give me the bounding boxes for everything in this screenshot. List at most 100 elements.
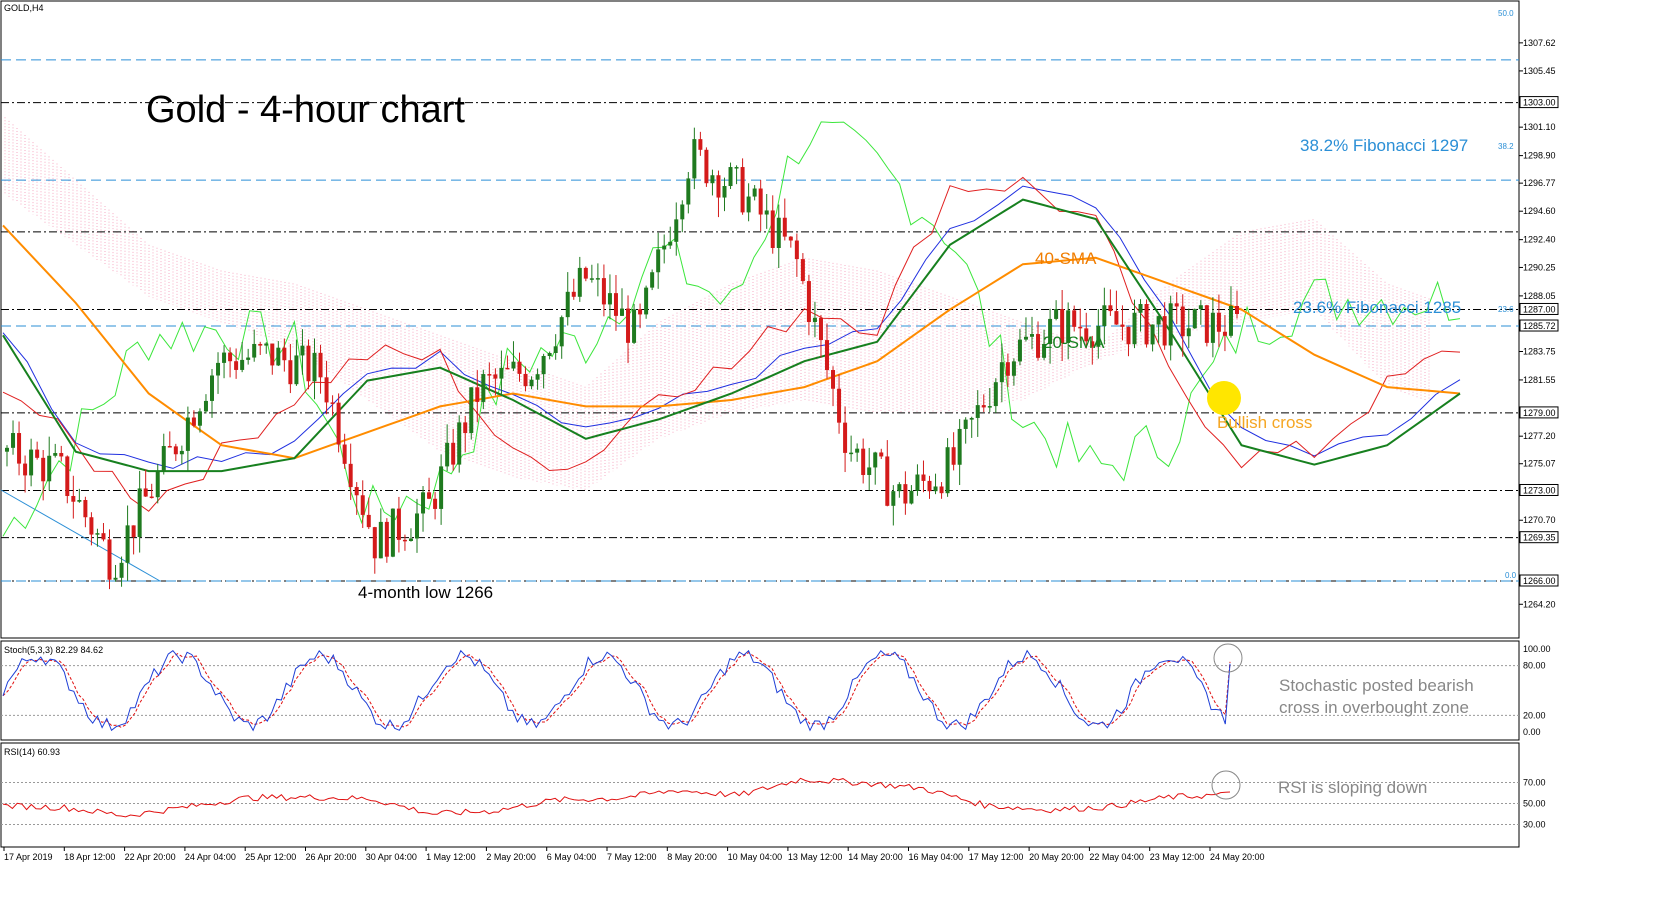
candle-body [348, 463, 353, 488]
candle-body [668, 241, 673, 246]
candle-body [806, 281, 811, 323]
price-tick-label: 1275.07 [1523, 459, 1556, 469]
candle-body [939, 486, 944, 494]
price-label-box [1519, 406, 1559, 419]
candle-body [1042, 343, 1047, 358]
candle-body [1072, 310, 1077, 327]
price-tick-label: 1279.00 [1523, 408, 1556, 418]
candle-body [270, 343, 275, 366]
candle-body [692, 139, 697, 179]
price-tick-label: 1287.00 [1523, 304, 1556, 314]
price-tick-label: 1281.55 [1523, 375, 1556, 385]
candle-body [1216, 312, 1221, 332]
candle-body [704, 149, 709, 184]
candle-body [294, 355, 299, 385]
candle-body [101, 533, 106, 540]
candle-body [372, 527, 377, 559]
time-tick-label: 18 Apr 12:00 [64, 852, 115, 862]
price-tick-label: 1307.62 [1523, 38, 1556, 48]
candle-body [137, 488, 142, 538]
candle-body [451, 442, 456, 465]
candle-body [1120, 324, 1125, 327]
candle-body [246, 357, 251, 360]
candle-body [710, 175, 715, 184]
candle-body [993, 382, 998, 407]
candle-body [903, 484, 908, 504]
time-axis: 17 Apr 2019 18 Apr 12:00 22 Apr 20:00 24 Ap… [3, 847, 1265, 862]
candle-body [987, 406, 992, 408]
price-tick-label: 1283.75 [1523, 346, 1556, 356]
candle-body [354, 487, 359, 496]
time-tick-label: 17 Apr 2019 [4, 852, 53, 862]
candle-body [336, 402, 341, 445]
candle-body [963, 419, 968, 429]
candle-body [547, 352, 552, 356]
horizontal-levels [0, 59, 1519, 582]
candle-body [1235, 305, 1239, 315]
candle-body [53, 453, 58, 456]
candle-body [83, 499, 88, 518]
time-tick-label: 8 May 20:00 [667, 852, 717, 862]
candle-body [565, 291, 570, 318]
candle-body [945, 447, 950, 494]
candle-body [155, 471, 160, 498]
candle-body [927, 480, 932, 492]
candle-body [1144, 304, 1149, 345]
candle-body [1186, 328, 1191, 337]
candle-body [662, 245, 667, 250]
time-tick-label: 10 May 04:00 [728, 852, 783, 862]
candle-body [613, 293, 618, 316]
candle-body [656, 249, 661, 273]
stoch-note-line1: Stochastic posted bearish [1279, 676, 1474, 695]
time-tick-label: 22 May 04:00 [1089, 852, 1144, 862]
bullish-cross-marker [1207, 381, 1241, 415]
candle-body [915, 474, 920, 491]
price-tick-label: 1296.77 [1523, 178, 1556, 188]
time-tick-label: 30 Apr 04:00 [366, 852, 417, 862]
candle-body [1023, 336, 1028, 340]
candle-body [933, 486, 938, 492]
candle-body [529, 379, 534, 387]
candle-body [408, 538, 413, 542]
candle-body [1228, 305, 1233, 336]
price-label-box [1519, 483, 1559, 496]
candle-body [776, 217, 781, 248]
time-tick-label: 14 May 20:00 [848, 852, 903, 862]
candle-body [179, 450, 184, 455]
candle-body [342, 444, 347, 464]
candle-body [1005, 362, 1010, 376]
candle-body [1011, 361, 1016, 376]
candle-body [843, 422, 848, 453]
candle-body [511, 361, 516, 369]
candle-body [95, 533, 100, 535]
candle-body [384, 521, 389, 557]
price-tick-label: 1301.10 [1523, 122, 1556, 132]
candle-body [433, 498, 438, 509]
candle-body [421, 492, 426, 514]
candle-body [252, 343, 257, 358]
candle-body [161, 446, 166, 472]
rsi-panel-border [0, 742, 1520, 848]
candle-body [644, 287, 649, 315]
candle-body [740, 167, 745, 213]
stoch-note-line2: cross in overbought zone [1279, 698, 1469, 717]
candle-body [77, 499, 82, 502]
candle-body [240, 359, 245, 370]
candle-body [439, 466, 444, 509]
price-tick-label: 1277.20 [1523, 431, 1556, 441]
candle-body [143, 488, 148, 497]
candle-body [71, 496, 76, 502]
candle-body [517, 361, 522, 374]
candle-body [1174, 303, 1179, 307]
candle-body [29, 449, 34, 476]
candle-body [427, 492, 432, 499]
candle-body [481, 374, 486, 402]
candle-body [734, 167, 739, 169]
candle-body [324, 377, 329, 403]
candle-body [788, 236, 793, 241]
time-tick-label: 13 May 12:00 [788, 852, 843, 862]
candle-body [1017, 339, 1022, 362]
chikou-line [2, 121, 1461, 537]
candle-body [499, 367, 504, 379]
candle-body [282, 347, 287, 361]
